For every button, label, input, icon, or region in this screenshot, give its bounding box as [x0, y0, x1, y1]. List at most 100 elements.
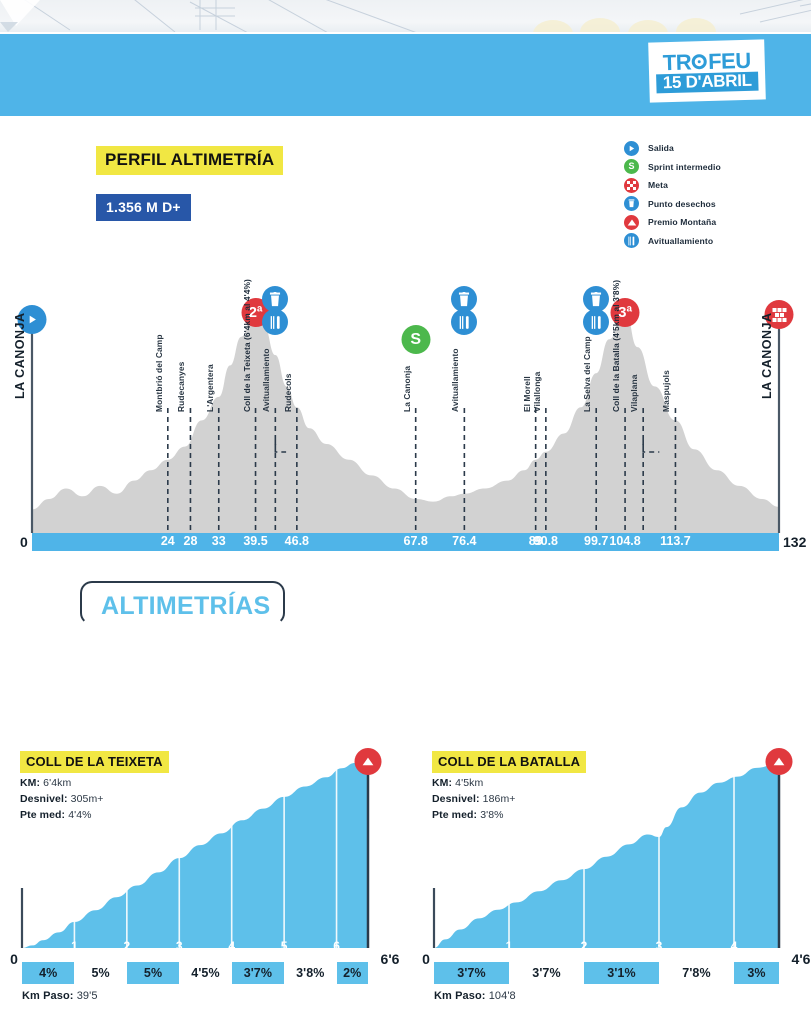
marker-label: Coll de la Batalla (4'5km al 3'8%): [611, 279, 622, 412]
gradient-segment: 5%: [126, 962, 180, 984]
km-axis-bar: 24 28 33 39.5 46.8 67.8 76.4 89 90.8 99.7 104.8 113…: [32, 533, 779, 551]
legend-item-salida: Salida: [624, 139, 804, 158]
climb-1-axis-end: 4'6: [791, 951, 811, 967]
km-tick-33: 33: [211, 534, 226, 548]
climb-1-km-label: KM:: [432, 777, 453, 789]
legend-item-desechos: Punto desechos: [624, 195, 804, 214]
trash-icon: [451, 286, 478, 312]
km-tick-24: 24: [160, 534, 175, 548]
climb-1-tick-1: 1: [505, 939, 513, 953]
altimetrias-tab-mask: [92, 621, 274, 629]
legend: Salida S Sprint intermedio Meta: [624, 139, 804, 250]
climb-0-kmpaso-value: 39'5: [76, 990, 98, 1002]
main-profile-chart: [0, 280, 811, 545]
marker-connector: [642, 440, 660, 453]
climb-0-tick-3: 3: [175, 939, 183, 953]
legend-label-meta: Meta: [648, 180, 668, 191]
sprint-s-icon: S: [401, 325, 431, 354]
km-tick-76.4: 76.4: [452, 534, 477, 548]
trash-icon: [262, 286, 289, 312]
climb-0-tick-1: 1: [71, 939, 78, 953]
legend-item-sprint: S Sprint intermedio: [624, 158, 804, 177]
climb-0-tick-5: 5: [280, 939, 288, 953]
marker-label: Vilaplana: [629, 374, 640, 412]
legend-item-meta: Meta: [624, 176, 804, 195]
gradient-segment: 3'1%: [584, 962, 659, 984]
km-tick-104.8: 104.8: [609, 534, 641, 548]
climb-chart-teixeta: COLL DE LA TEIXETA KM: 6'4km Desnivel: 3…: [0, 745, 400, 1015]
sprint-s-icon: S: [624, 159, 639, 175]
gradient-segment: 2%: [336, 962, 368, 984]
climb-0-gradient-row: 4% 5% 5% 4'5% 3'7% 3'8% 2%: [22, 962, 368, 984]
altimetrias-heading: ALTIMETRÍAS: [95, 592, 275, 621]
legend-label-montana: Premio Montaña: [648, 217, 717, 228]
gradient-segment: 7'8%: [682, 966, 711, 980]
cutlery-icon: [624, 233, 639, 249]
climb-0-pte: Pte med: 4'4%: [20, 809, 169, 821]
climb-1-tick-4: 4: [730, 939, 738, 953]
climb-0-name: COLL DE LA TEIXETA: [20, 751, 169, 773]
gradient-segment: 3'7%: [434, 962, 509, 984]
climb-1-header: COLL DE LA BATALLA KM: 4'5km Desnivel: 1…: [432, 751, 587, 821]
km-tick-90.8: 90.8: [533, 534, 559, 548]
trash-icon: [583, 286, 610, 312]
climb-1-kmpaso: Km Paso: 104'8: [434, 990, 516, 1002]
legend-label-avituallamiento: Avituallamiento: [648, 235, 714, 246]
marker-label: Coll de la Teixeta (6'4km al 4'4%): [241, 279, 252, 412]
climb-0-tick-2: 2: [123, 939, 131, 953]
marker-label: La Canonja: [401, 365, 412, 412]
climb-0-tick-6: 6: [333, 939, 340, 953]
altimetrias-tab-outline: [80, 581, 285, 625]
climb-0-km-value: 6'4km: [43, 777, 72, 789]
profile-markers: LA CANONJA Montbrió del Camp Rudecanyes L'A…: [13, 279, 794, 412]
marker-label: El Morell: [521, 376, 532, 412]
climb-1-gridlines: [508, 759, 735, 948]
checkered-icon: [764, 300, 794, 329]
page-title: PERFIL ALTIMETRÍA: [96, 146, 284, 175]
marker-label: La Selva del Camp: [582, 336, 593, 412]
elevation-gain-badge: 1.356 M D+: [96, 194, 191, 221]
climb-1-kmpaso-value: 104'8: [488, 990, 516, 1002]
climb-1-area: [434, 763, 779, 948]
checkered-icon: [624, 177, 639, 193]
climb-1-desnivel-value: 186m+: [482, 793, 516, 805]
climb-0-pte-label: Pte med:: [20, 809, 66, 821]
legend-item-montana: Premio Montaña: [624, 213, 804, 232]
climb-0-svg: [20, 759, 370, 948]
main-profile-svg: [30, 300, 781, 533]
play-icon: [17, 305, 47, 334]
top-artwork-lines: [0, 0, 811, 32]
climb-1-name: COLL DE LA BATALLA: [432, 751, 587, 773]
climb-0-km: KM: 6'4km: [20, 777, 169, 789]
marker-label: Avituallamiento: [261, 348, 272, 412]
climb-0-axis-start: 0: [10, 951, 18, 967]
climb-1-pte: Pte med: 3'8%: [432, 809, 586, 821]
climb-0-desnivel: Desnivel: 305m+: [20, 793, 169, 805]
km-tick-67.8: 67.8: [403, 534, 428, 548]
climb-0-summit-icon: [354, 748, 382, 775]
climb-0-desnivel-label: Desnivel:: [20, 793, 68, 805]
marker-label: Montbrió del Camp: [153, 334, 164, 412]
km-tick-99.7: 99.7: [584, 534, 609, 548]
climb-chart-batalla: COLL DE LA BATALLA KM: 4'5km Desnivel: 1…: [412, 745, 811, 1015]
legend-label-desechos: Punto desechos: [648, 198, 716, 209]
climb-1-pte-value: 3'8%: [480, 809, 504, 821]
km-tick-113.7: 113.7: [660, 534, 691, 548]
climb-0-kmpaso-label: Km Paso:: [22, 990, 74, 1002]
climb-1-pte-label: Pte med:: [432, 809, 478, 821]
mountain-num-icon: 3ª: [610, 298, 640, 327]
climb-0-desnivel-value: 305m+: [70, 793, 104, 805]
km-tick-46.8: 46.8: [284, 534, 310, 548]
profile-dashed-lines: [30, 328, 781, 533]
gradient-segment: 3'8%: [296, 966, 325, 980]
top-artwork-strip: [0, 0, 811, 32]
climb-0-gridlines: [73, 759, 338, 948]
climb-0-tick-4: 4: [228, 939, 236, 953]
marker-connector: [274, 440, 287, 453]
marker-label: Rudecanyes: [176, 361, 187, 412]
km-tick-39.5: 39.5: [243, 534, 268, 548]
km-tick-28: 28: [183, 534, 198, 548]
climb-0-km-label: KM:: [20, 777, 41, 789]
header-band: TR FEU 15 D'ABRIL: [0, 34, 811, 116]
